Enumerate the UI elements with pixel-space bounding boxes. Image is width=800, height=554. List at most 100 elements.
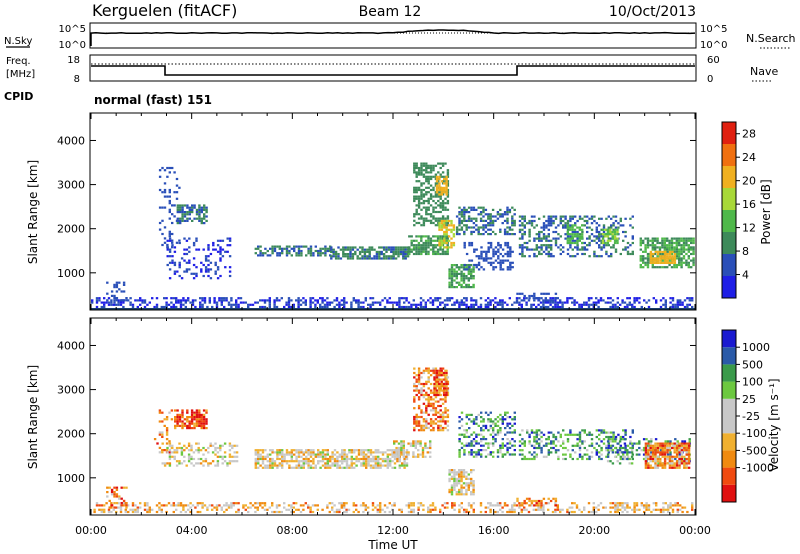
range-cell — [417, 378, 421, 381]
range-cell — [350, 464, 353, 467]
range-cell — [350, 301, 353, 304]
range-cell — [365, 462, 368, 465]
range-cell — [635, 508, 639, 511]
range-cell — [195, 211, 199, 214]
range-cell — [402, 449, 405, 452]
range-cell — [185, 252, 189, 256]
range-cell — [647, 508, 651, 511]
range-cell — [465, 226, 468, 229]
range-cell — [508, 510, 511, 514]
range-cell — [324, 449, 327, 452]
range-cell — [314, 453, 317, 456]
range-cell — [107, 301, 111, 304]
range-cell — [191, 219, 194, 222]
range-cell — [503, 213, 507, 216]
range-cell — [125, 502, 128, 505]
range-cell — [566, 241, 569, 245]
range-cell — [305, 451, 308, 454]
range-cell — [386, 455, 389, 458]
range-cell — [482, 206, 485, 209]
range-cell — [335, 508, 339, 511]
range-cell — [439, 195, 442, 198]
range-cell — [554, 301, 557, 304]
range-cell — [307, 252, 310, 255]
range-cell — [441, 199, 445, 203]
range-cell — [542, 235, 546, 238]
range-cell — [269, 464, 272, 467]
range-cell — [444, 208, 447, 211]
range-cell — [261, 455, 265, 458]
range-cell — [188, 237, 191, 240]
range-cell — [175, 451, 179, 454]
range-cell — [271, 466, 274, 469]
range-cell — [678, 255, 681, 258]
range-cell — [370, 257, 374, 260]
range-cell — [439, 387, 442, 390]
range-cell — [299, 504, 303, 507]
range-cell — [460, 469, 463, 472]
range-cell — [492, 420, 495, 423]
range-cell — [205, 420, 208, 423]
range-cell — [188, 422, 191, 425]
range-cell — [276, 457, 279, 461]
range-cell — [273, 460, 277, 463]
range-cell — [198, 204, 201, 207]
range-cell — [405, 305, 408, 309]
range-cell — [377, 462, 380, 465]
range-cell — [330, 250, 333, 253]
range-cell — [661, 241, 664, 245]
range-cell — [564, 222, 567, 225]
range-cell — [376, 508, 379, 511]
range-cell — [374, 464, 377, 467]
range-cell — [443, 246, 446, 249]
range-cell — [200, 217, 203, 220]
range-cell — [503, 219, 507, 222]
range-cell — [413, 426, 416, 430]
range-cell — [417, 221, 421, 225]
range-cell — [673, 259, 677, 262]
range-cell — [484, 208, 488, 211]
range-cell — [427, 186, 430, 189]
range-cell — [235, 502, 238, 505]
range-cell — [263, 508, 267, 511]
range-cell — [559, 244, 562, 247]
range-cell — [173, 261, 177, 264]
range-cell — [158, 175, 162, 178]
range-cell — [470, 226, 473, 229]
range-cell — [200, 424, 203, 427]
range-cell — [345, 460, 349, 463]
range-cell — [380, 250, 383, 253]
range-cell — [374, 462, 377, 465]
range-cell — [468, 442, 471, 445]
range-cell — [186, 219, 189, 222]
range-cell — [432, 420, 435, 423]
range-cell — [621, 451, 624, 454]
range-cell — [503, 233, 507, 236]
range-cell — [288, 464, 291, 467]
range-cell — [432, 426, 435, 430]
range-cell — [410, 241, 413, 245]
range-cell — [414, 442, 417, 445]
range-cell — [415, 166, 418, 170]
range-cell — [595, 442, 598, 445]
range-cell — [227, 301, 231, 304]
range-cell — [406, 255, 410, 258]
range-cell — [319, 455, 322, 458]
range-cell — [321, 252, 325, 255]
range-cell — [180, 277, 184, 280]
range-cell — [547, 228, 550, 231]
range-cell — [576, 226, 579, 229]
range-cell — [235, 510, 238, 514]
range-cell — [445, 230, 448, 234]
range-cell — [413, 415, 416, 419]
range-cell — [415, 248, 418, 251]
range-cell — [535, 453, 538, 456]
range-cell — [670, 239, 674, 242]
range-cell — [564, 215, 567, 218]
range-cell — [179, 303, 183, 306]
range-cell — [228, 444, 232, 447]
range-cell — [439, 508, 442, 511]
range-cell — [193, 422, 196, 425]
range-cell — [195, 274, 198, 278]
range-cell — [545, 455, 548, 458]
